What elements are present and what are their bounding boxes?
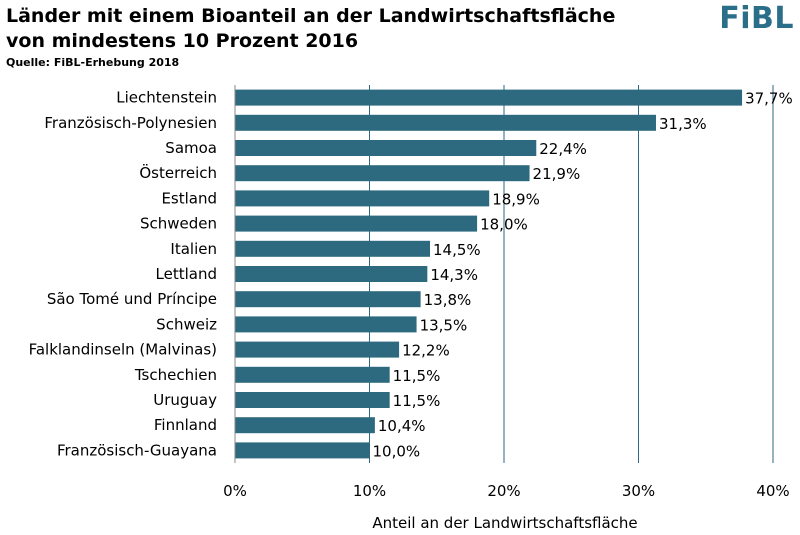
fibl-logo: FiBL [719,1,794,36]
value-label-7: 14,3% [430,266,478,284]
value-label-8: 13,8% [424,291,472,309]
bar-11 [235,366,390,383]
category-label-11: Tschechien [134,366,217,384]
chart-source: Quelle: FiBL-Erhebung 2018 [6,56,180,69]
category-label-4: Estland [161,189,217,207]
chart-category-labels: Liechtenstein Französisch-Polynesien Samoa… [29,89,218,460]
value-label-4: 18,9% [492,190,540,208]
category-label-5: Schweden [140,215,217,233]
category-label-1: Französisch-Polynesien [44,114,217,132]
value-label-13: 10,4% [378,417,426,435]
category-label-6: Italien [170,240,217,258]
bar-9 [235,316,417,333]
bar-6 [235,240,431,257]
category-label-8: São Tomé und Príncipe [47,290,217,308]
x-tick-label-1: 10% [353,482,386,500]
value-label-3: 21,9% [533,165,581,183]
bar-3 [235,165,530,182]
bar-0 [235,89,743,106]
bar-5 [235,215,478,232]
bar-13 [235,417,375,434]
category-label-0: Liechtenstein [116,89,217,107]
category-label-12: Uruguay [153,391,217,409]
chart-title: Länder mit einem Bioanteil an der Landwi… [6,4,696,54]
value-label-5: 18,0% [480,216,528,234]
value-label-2: 22,4% [539,140,587,158]
bar-2 [235,140,537,156]
category-label-7: Lettland [156,265,217,283]
bar-12 [235,392,390,408]
x-tick-label-4: 40% [756,482,789,500]
bar-14 [235,442,370,459]
value-label-11: 11,5% [393,367,441,385]
chart-x-axis: 0% 10% 20% 30% 40% [223,85,790,500]
x-tick-label-2: 20% [487,482,520,500]
chart-bars [235,89,743,459]
category-label-14: Französisch-Guayana [57,441,217,459]
value-label-14: 10,0% [373,442,421,460]
chart-value-labels: 37,7% 31,3% 22,4% 21,9% 18,9% 18,0% 14,5% 14,3%… [373,90,793,461]
value-label-1: 31,3% [659,115,707,133]
chart-title-line-2: von mindestens 10 Prozent 2016 [6,30,359,52]
bar-7 [235,266,428,282]
x-tick-label-0: 0% [223,482,247,500]
bar-1 [235,114,656,131]
bar-8 [235,291,421,308]
value-label-0: 37,7% [745,90,793,108]
category-label-9: Schweiz [156,315,217,333]
category-label-13: Finnland [154,416,217,434]
chart-title-line-1: Länder mit einem Bioanteil an der Landwi… [6,5,616,27]
value-label-10: 12,2% [402,342,450,360]
value-label-12: 11,5% [393,392,441,410]
category-label-10: Falklandinseln (Malvinas) [29,341,217,359]
bar-4 [235,190,490,207]
x-axis-label: Anteil an der Landwirtschaftsfläche [372,514,637,532]
value-label-6: 14,5% [433,241,481,259]
category-label-3: Österreich [139,163,217,182]
bar-10 [235,341,400,358]
value-label-9: 13,5% [420,316,468,334]
category-label-2: Samoa [165,139,217,157]
x-tick-label-3: 30% [622,482,655,500]
